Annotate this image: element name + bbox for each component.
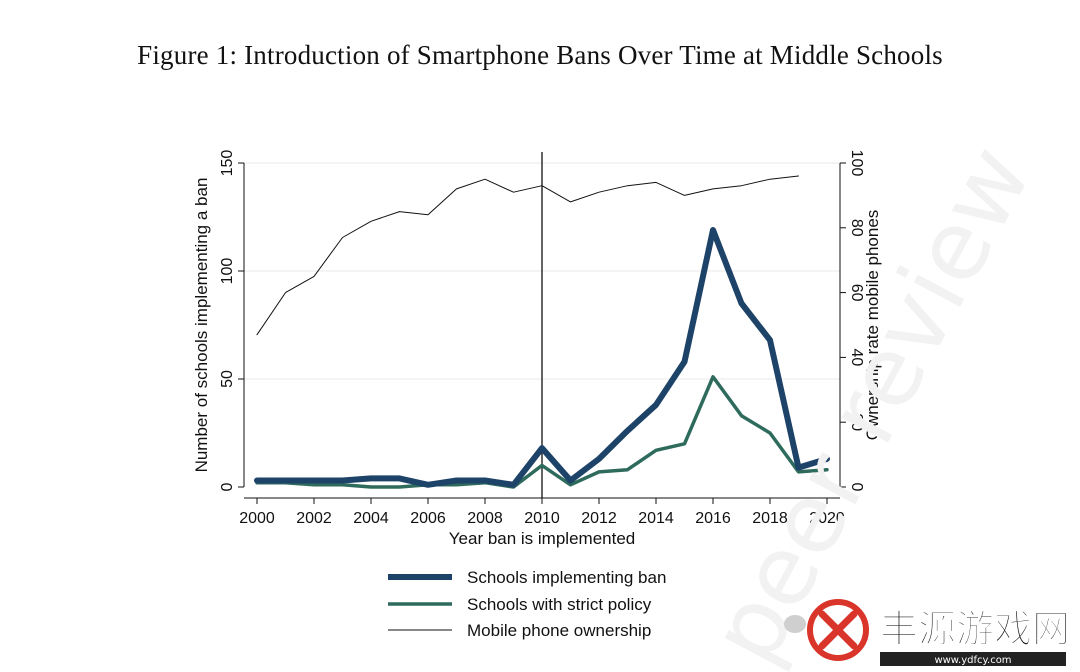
y-right-tick-label: 20 <box>848 413 865 431</box>
axes: 0 50 100 150 Number of schools implementing … <box>192 150 882 548</box>
logo-url-text: www.ydfcy.com <box>934 655 1011 666</box>
site-logo: 丰源游戏网 www.ydfcy.com <box>784 599 1071 666</box>
x-tick-label: 2012 <box>581 510 617 527</box>
x-tick-label: 2016 <box>695 510 731 527</box>
legend-item-ownership-label: Mobile phone ownership <box>467 621 651 640</box>
figure-title: Figure 1: Introduction of Smartphone Ban… <box>137 40 943 70</box>
logo-cross-icon <box>818 610 858 650</box>
x-tick-label: 2000 <box>239 510 275 527</box>
watermark-diagonal-text: peer review <box>688 128 1053 672</box>
y-right-tick-label: 40 <box>848 349 865 367</box>
legend-item-ban-label: Schools implementing ban <box>467 568 666 587</box>
y-left-tick-label: 100 <box>219 258 236 285</box>
x-tick-label: 2018 <box>752 510 788 527</box>
legend: Schools implementing ban Schools with str… <box>388 568 666 640</box>
series-line-ban <box>254 227 830 488</box>
x-axis-title: Year ban is implemented <box>449 529 636 548</box>
x-tick-label: 2004 <box>353 510 389 527</box>
legend-item-strict-label: Schools with strict policy <box>467 595 652 614</box>
y-left-axis-title: Number of schools implementing a ban <box>192 178 211 473</box>
series-line-strict <box>255 375 829 489</box>
y-left-tick-label: 150 <box>219 150 236 177</box>
logo-url-bar <box>880 652 1066 666</box>
y-right-tick-label: 60 <box>848 284 865 302</box>
y-right-tick-label: 80 <box>848 219 865 237</box>
x-tick-label: 2002 <box>296 510 332 527</box>
y-right-tick-label: 100 <box>848 150 865 177</box>
y-left-tick-label: 50 <box>219 370 236 388</box>
y-right-axis-title: Ownership rate mobile phones <box>863 210 882 441</box>
x-tick-label: 2006 <box>410 510 446 527</box>
x-tick-label: 2014 <box>638 510 674 527</box>
y-left-tick-label: 0 <box>219 482 236 491</box>
y-right-tick-label: 0 <box>848 483 865 492</box>
x-tick-label: 2010 <box>524 510 560 527</box>
series-line-ownership <box>256 175 799 336</box>
chat-bubble-icon <box>784 615 806 633</box>
x-tick-label: 2008 <box>467 510 503 527</box>
series-lines <box>254 152 830 498</box>
x-tick-label: 2020 <box>809 510 845 527</box>
logo-text: 丰源游戏网 <box>880 607 1070 651</box>
